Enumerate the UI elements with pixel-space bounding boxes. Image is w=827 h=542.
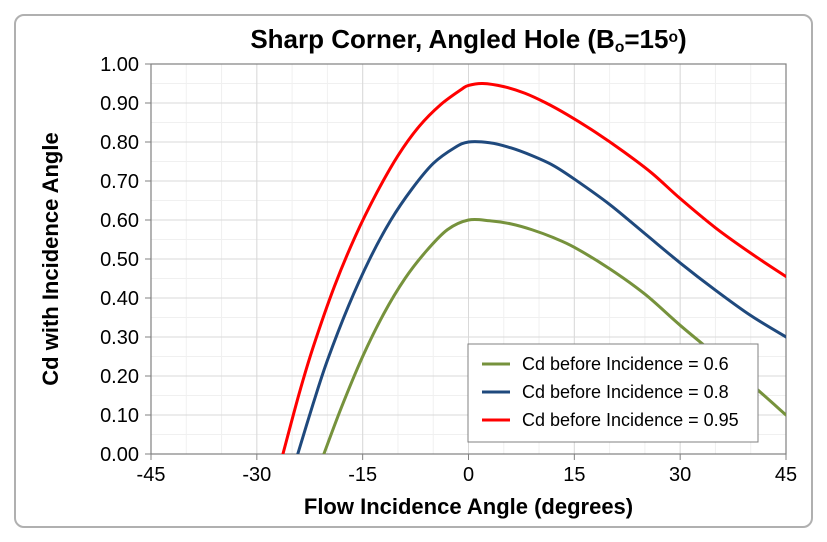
svg-text:0.60: 0.60 [100,210,139,232]
svg-text:-15: -15 [348,464,377,486]
svg-text:0.10: 0.10 [100,405,139,427]
legend-label: Cd before Incidence = 0.6 [522,354,729,374]
svg-text:15: 15 [563,464,585,486]
svg-text:1.00: 1.00 [100,54,139,76]
y-axis-label: Cd with Incidence Angle [38,132,63,385]
legend-label: Cd before Incidence = 0.95 [522,410,739,430]
svg-text:0.70: 0.70 [100,171,139,193]
svg-text:0.00: 0.00 [100,444,139,466]
x-axis-label: Flow Incidence Angle (degrees) [304,494,633,519]
chart-container: -45 -30 -15 0 15 30 45 0.00 0.10 0.20 0.30 0.40 0.50… [14,14,813,528]
svg-text:45: 45 [775,464,797,486]
chart-svg: -45 -30 -15 0 15 30 45 0.00 0.10 0.20 0.30 0.40 0.50… [16,16,811,526]
svg-text:0.30: 0.30 [100,327,139,349]
svg-text:0.20: 0.20 [100,366,139,388]
svg-text:0.50: 0.50 [100,249,139,271]
svg-text:-45: -45 [137,464,166,486]
chart-title: Sharp Corner, Angled Hole (Bo=15o) [250,24,686,56]
svg-text:30: 30 [669,464,691,486]
svg-text:-30: -30 [242,464,271,486]
svg-text:0.80: 0.80 [100,132,139,154]
chart-frame: -45 -30 -15 0 15 30 45 0.00 0.10 0.20 0.30 0.40 0.50… [0,0,827,542]
svg-text:0.40: 0.40 [100,288,139,310]
svg-text:0.90: 0.90 [100,93,139,115]
legend-label: Cd before Incidence = 0.8 [522,382,729,402]
svg-text:0: 0 [463,464,474,486]
